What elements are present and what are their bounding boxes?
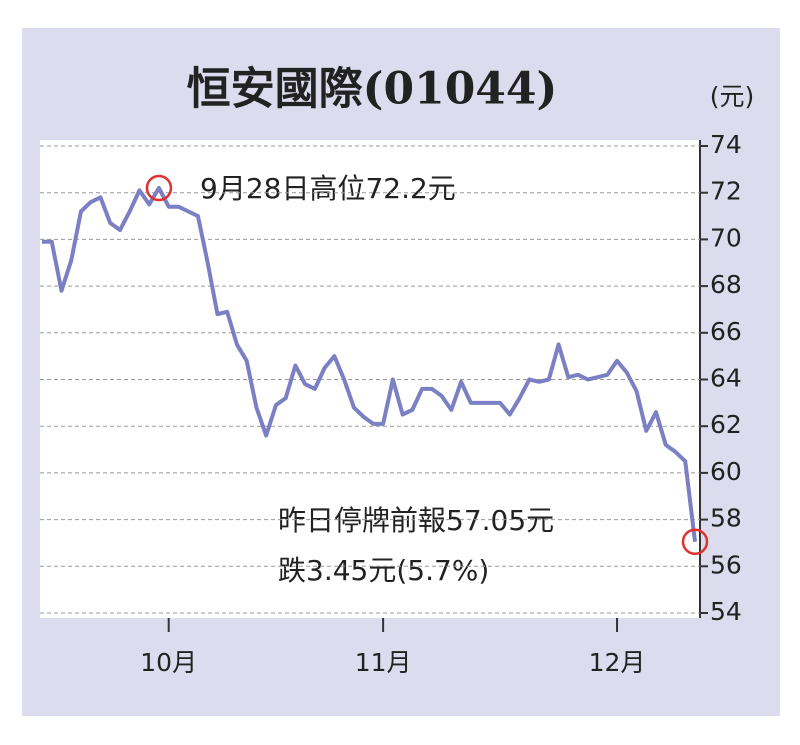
y-tick-label: 58 bbox=[710, 504, 742, 533]
chart-title: 恒安國際(01044) bbox=[187, 64, 558, 115]
y-tick-label: 56 bbox=[710, 550, 742, 579]
highlight-marker bbox=[145, 174, 173, 202]
y-tick-label: 68 bbox=[710, 270, 742, 299]
x-tick-label: 10月 bbox=[140, 648, 197, 677]
y-tick-label: 54 bbox=[710, 597, 742, 626]
annotation: 跌3.45元(5.7%) bbox=[278, 554, 489, 587]
y-tick-label: 66 bbox=[710, 317, 742, 346]
y-tick-label: 72 bbox=[710, 177, 742, 206]
annotation: 9月28日高位72.2元 bbox=[200, 172, 456, 205]
y-tick-label: 74 bbox=[710, 130, 742, 159]
annotation: 昨日停牌前報57.05元 bbox=[278, 504, 554, 537]
x-tick-label: 11月 bbox=[355, 648, 412, 677]
y-tick-label: 62 bbox=[710, 410, 742, 439]
y-tick-label: 60 bbox=[710, 457, 742, 486]
y-axis-label: (元) bbox=[710, 82, 755, 111]
highlight-marker bbox=[681, 528, 709, 556]
y-tick-label: 64 bbox=[710, 364, 742, 393]
x-tick-label: 12月 bbox=[589, 648, 646, 677]
y-tick-label: 70 bbox=[710, 223, 742, 252]
price-line bbox=[42, 186, 697, 543]
